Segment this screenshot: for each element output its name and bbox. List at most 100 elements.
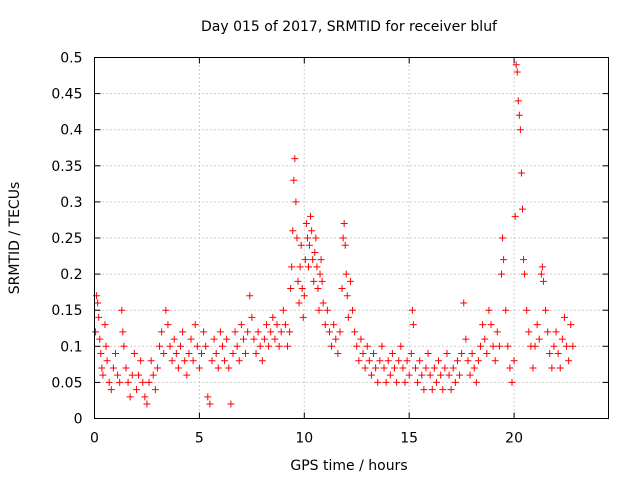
- data-point: [239, 335, 247, 343]
- data-point: [162, 306, 170, 314]
- data-point: [281, 321, 289, 329]
- data-point: [325, 328, 333, 336]
- data-point: [409, 321, 417, 329]
- data-point: [483, 350, 491, 358]
- data-point: [504, 342, 512, 350]
- data-point: [370, 350, 378, 358]
- data-point: [491, 357, 499, 365]
- data-point: [336, 328, 344, 336]
- data-point: [267, 328, 275, 336]
- data-point: [514, 97, 522, 105]
- data-point: [416, 357, 424, 365]
- data-point: [420, 386, 428, 394]
- data-point: [565, 357, 573, 365]
- data-point: [418, 371, 426, 379]
- data-point: [533, 321, 541, 329]
- data-point: [520, 256, 528, 264]
- data-point: [291, 155, 299, 163]
- data-point: [428, 386, 436, 394]
- data-point: [338, 285, 346, 293]
- data-point: [548, 364, 556, 372]
- data-point: [288, 263, 296, 271]
- data-point: [197, 350, 205, 358]
- data-point: [153, 364, 161, 372]
- data-point: [99, 371, 107, 379]
- data-point: [119, 328, 127, 336]
- data-point: [380, 364, 388, 372]
- x-axis-label: GPS time / hours: [290, 458, 407, 474]
- data-point: [367, 371, 375, 379]
- data-point: [120, 342, 128, 350]
- data-point: [365, 357, 373, 365]
- data-point: [499, 234, 507, 242]
- x-tick-label: 15: [400, 431, 418, 447]
- data-point: [292, 198, 300, 206]
- data-point: [477, 342, 485, 350]
- data-point: [481, 335, 489, 343]
- data-point: [558, 335, 566, 343]
- data-point: [563, 342, 571, 350]
- data-point: [430, 364, 438, 372]
- data-point: [437, 371, 445, 379]
- data-point: [313, 263, 321, 271]
- y-axis-label: SRMTID / TECUs: [7, 182, 23, 295]
- data-point: [388, 350, 396, 358]
- y-tick-label: 0.3: [60, 195, 82, 211]
- data-point: [550, 342, 558, 350]
- data-point: [567, 321, 575, 329]
- data-point: [271, 335, 279, 343]
- data-point: [508, 378, 516, 386]
- data-point: [174, 364, 182, 372]
- data-point: [460, 299, 468, 307]
- data-point: [525, 328, 533, 336]
- data-point: [439, 386, 447, 394]
- data-point: [181, 357, 189, 365]
- data-point: [512, 61, 520, 69]
- data-point: [286, 328, 294, 336]
- data-point: [116, 378, 124, 386]
- axis-ticks: [94, 57, 609, 419]
- data-point: [227, 400, 235, 408]
- data-point: [284, 342, 292, 350]
- data-point: [435, 357, 443, 365]
- data-point: [330, 321, 338, 329]
- data-point: [393, 378, 401, 386]
- data-point: [301, 256, 309, 264]
- data-point: [94, 299, 102, 307]
- data-point: [96, 335, 104, 343]
- data-point: [189, 357, 197, 365]
- data-point: [407, 350, 415, 358]
- data-point: [386, 371, 394, 379]
- data-point: [111, 350, 119, 358]
- data-point: [323, 306, 331, 314]
- data-point: [399, 364, 407, 372]
- data-point: [101, 321, 109, 329]
- data-point: [554, 350, 562, 358]
- data-point: [310, 277, 318, 285]
- chart-title: Day 015 of 2017, SRMTID for receiver blu…: [201, 19, 498, 35]
- data-point: [544, 328, 552, 336]
- data-point: [539, 277, 547, 285]
- data-point: [426, 371, 434, 379]
- data-point: [256, 342, 264, 350]
- data-point: [470, 364, 478, 372]
- data-point: [378, 342, 386, 350]
- data-point: [342, 270, 350, 278]
- data-point: [441, 364, 449, 372]
- data-point: [523, 306, 531, 314]
- data-point: [361, 364, 369, 372]
- data-point: [556, 364, 564, 372]
- data-point: [355, 357, 363, 365]
- data-point: [183, 371, 191, 379]
- data-point: [128, 371, 136, 379]
- data-point: [221, 357, 229, 365]
- data-point: [349, 306, 357, 314]
- data-point: [177, 342, 185, 350]
- data-point: [468, 350, 476, 358]
- data-point: [246, 292, 254, 300]
- data-point: [269, 313, 277, 321]
- y-tick-label: 0: [74, 412, 83, 428]
- y-tick-label: 0.35: [51, 159, 82, 175]
- data-point: [359, 350, 367, 358]
- data-point: [304, 263, 312, 271]
